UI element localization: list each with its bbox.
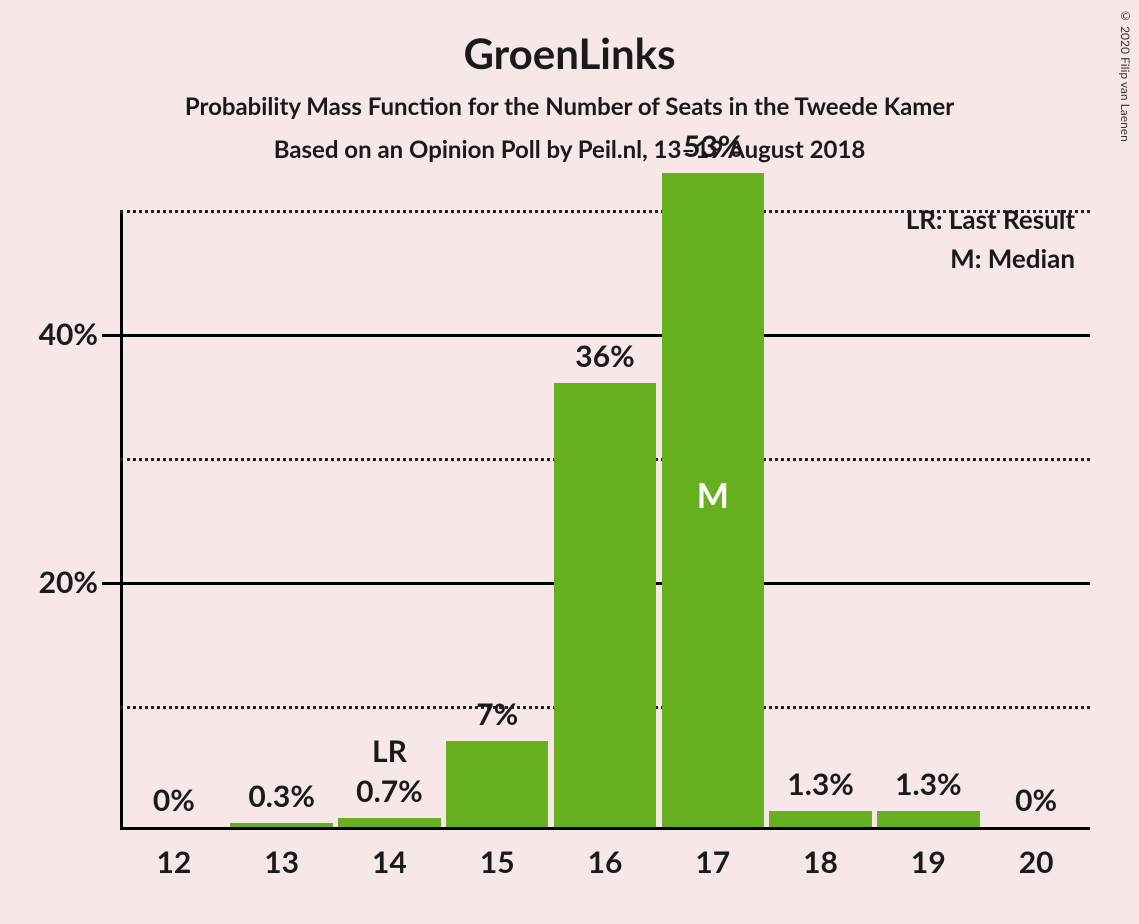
bar bbox=[338, 818, 440, 827]
legend-lr: LR: Last Result bbox=[906, 200, 1075, 239]
x-axis-label: 20 bbox=[1019, 844, 1054, 880]
bar-value-label: 1.3% bbox=[895, 766, 962, 802]
bar-value-label: 53% bbox=[683, 128, 742, 164]
bar bbox=[230, 823, 332, 827]
copyright-text: © 2020 Filip van Laenen bbox=[1118, 8, 1133, 142]
bar-value-label: 1.3% bbox=[787, 766, 854, 802]
x-axis-label: 15 bbox=[480, 844, 515, 880]
bar-value-label: 0.7% bbox=[356, 773, 423, 809]
y-axis-label: 40% bbox=[39, 316, 98, 352]
y-tick bbox=[102, 334, 120, 337]
x-axis-label: 19 bbox=[911, 844, 946, 880]
bar-value-label: 7% bbox=[476, 696, 518, 732]
x-axis-label: 13 bbox=[264, 844, 299, 880]
bar bbox=[769, 811, 871, 827]
bar-value-label: 0% bbox=[1015, 782, 1057, 818]
x-axis-label: 14 bbox=[372, 844, 407, 880]
x-axis-label: 17 bbox=[695, 844, 730, 880]
chart-plot-area: LR: Last Result M: Median 20%40%0%120.3%… bbox=[120, 210, 1090, 830]
gridline-major bbox=[120, 334, 1090, 337]
x-axis-label: 18 bbox=[803, 844, 838, 880]
x-axis bbox=[120, 827, 1090, 830]
bar-value-label: 0.3% bbox=[248, 778, 315, 814]
x-axis-label: 12 bbox=[156, 844, 191, 880]
y-axis bbox=[120, 210, 123, 830]
bar-value-label: 36% bbox=[575, 338, 634, 374]
x-axis-label: 16 bbox=[588, 844, 623, 880]
chart-subtitle-1: Probability Mass Function for the Number… bbox=[0, 92, 1139, 121]
legend-m: M: Median bbox=[906, 239, 1075, 278]
lr-marker: LR bbox=[372, 733, 407, 769]
chart-title: GroenLinks bbox=[0, 0, 1139, 78]
bar bbox=[877, 811, 979, 827]
bar bbox=[554, 383, 656, 827]
gridline-minor bbox=[120, 210, 1090, 213]
chart-subtitle-2: Based on an Opinion Poll by Peil.nl, 13–… bbox=[0, 135, 1139, 164]
bar-value-label: 0% bbox=[153, 782, 195, 818]
y-axis-label: 20% bbox=[39, 564, 98, 600]
median-marker: M bbox=[697, 475, 729, 516]
y-tick bbox=[102, 582, 120, 585]
bar bbox=[446, 741, 548, 827]
